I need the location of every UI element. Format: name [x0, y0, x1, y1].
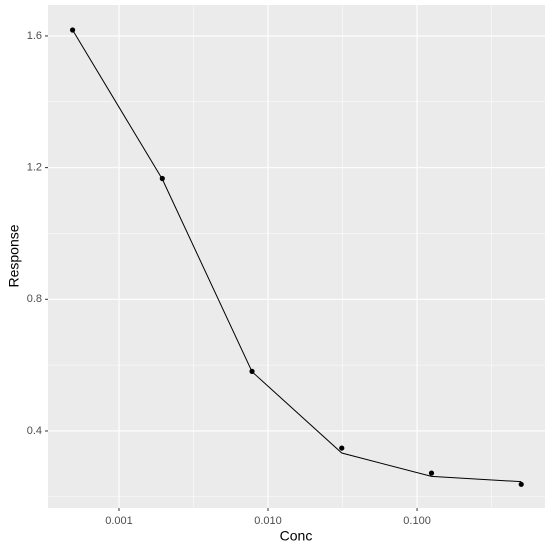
data-point	[428, 470, 435, 476]
y-tick-label: 0.8	[27, 293, 42, 305]
x-axis-title: Conc	[280, 528, 313, 544]
y-tick-label: 0.4	[27, 425, 42, 437]
y-tick-label: 1.6	[27, 30, 42, 42]
x-tick-label: 0.100	[403, 515, 431, 527]
panel	[48, 5, 545, 508]
x-tick-label: 0.010	[254, 515, 282, 527]
x-tick-label: 0.001	[105, 515, 133, 527]
data-point	[518, 481, 524, 487]
y-axis-title: Response	[6, 224, 22, 287]
data-point	[339, 445, 345, 451]
fit-line	[72, 29, 522, 483]
y-tick-label: 1.2	[27, 162, 42, 174]
